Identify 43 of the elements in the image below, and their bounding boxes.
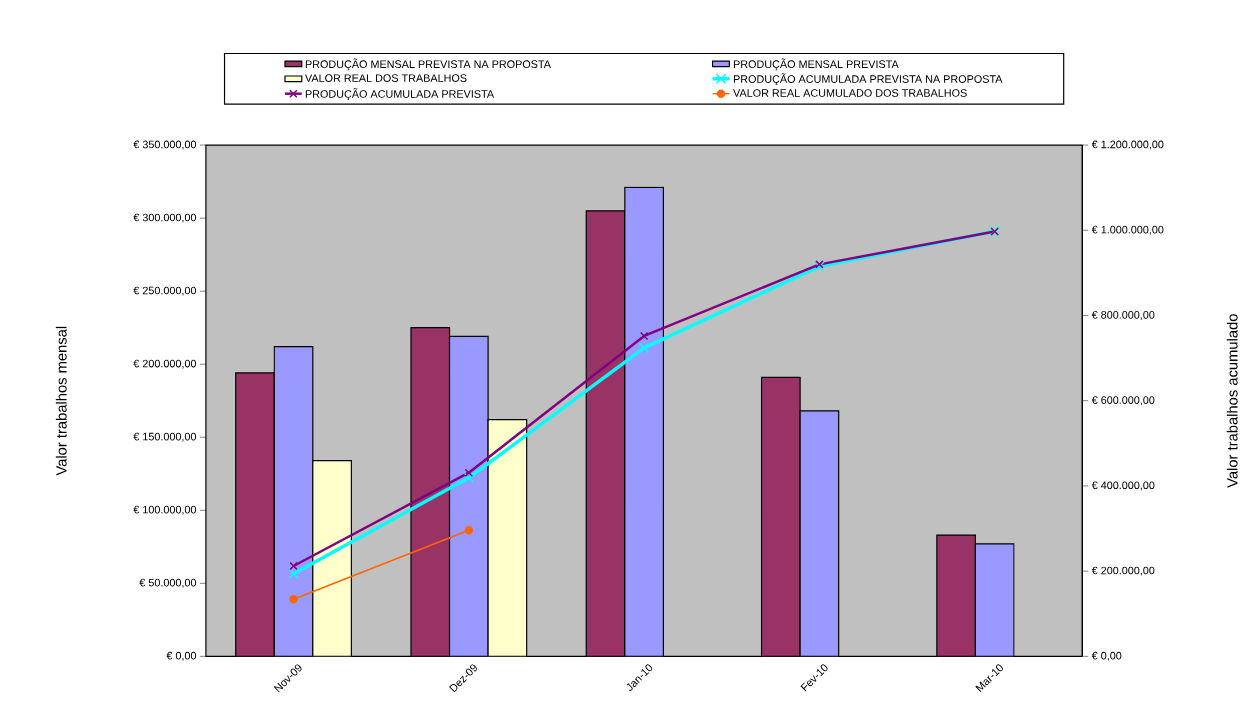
legend-label: PRODUÇÃO ACUMULADA PREVISTA NA PROPOSTA	[733, 73, 1003, 85]
y2-axis-title: Valor trabalhos acumulado	[1226, 313, 1238, 488]
bar	[799, 410, 840, 657]
bar	[235, 372, 275, 657]
point	[639, 331, 649, 340]
y-tick-label: € 100.000,00	[133, 505, 197, 515]
legend-label: PRODUÇÃO ACUMULADA PREVISTA	[305, 88, 495, 100]
y2-tick-label: € 0,00	[1091, 651, 1122, 661]
bar	[624, 186, 664, 657]
y2-tick-label: € 600.000,00	[1091, 396, 1155, 405]
bar	[273, 345, 314, 657]
point	[288, 568, 299, 579]
bar	[410, 326, 451, 657]
legend-label: VALOR REAL DOS TRABALHOS	[305, 74, 467, 82]
point	[464, 468, 474, 477]
y2-tick-label: € 400.000,00	[1091, 481, 1155, 491]
bar	[585, 210, 626, 657]
point	[638, 342, 650, 353]
bar	[312, 459, 352, 657]
y-axis-title: Valor trabalhos mensal	[55, 326, 67, 476]
y-tick-label: € 0,00	[166, 651, 197, 661]
y-tick-label: € 50.000,00	[139, 578, 197, 588]
bar	[487, 418, 528, 657]
y-tick-label: € 200.000,00	[133, 359, 197, 369]
y2-tick-label: € 200.000,00	[1091, 566, 1155, 576]
y-tick-label: € 300.000,00	[133, 213, 197, 223]
point	[289, 594, 298, 604]
bar	[448, 335, 489, 657]
legend-label: VALOR REAL ACUMULADO DOS TRABALHOS	[733, 88, 967, 97]
y2-tick-label: € 1.000.000,00	[1091, 225, 1164, 235]
bar	[760, 376, 801, 657]
point	[289, 561, 298, 571]
point	[464, 525, 474, 535]
y-tick-label: € 150.000,00	[133, 432, 197, 442]
y-tick-label: € 350.000,00	[133, 140, 197, 150]
bar	[974, 543, 1015, 657]
legend-label: PRODUÇÃO MENSAL PREVISTA NA PROPOSTA	[305, 58, 551, 70]
y2-tick-label: € 800.000,00	[1091, 310, 1155, 320]
y2-tick-label: € 1.200.000,00	[1091, 140, 1164, 150]
bar	[936, 534, 976, 657]
legend-label: PRODUÇÃO MENSAL PREVISTA	[733, 58, 899, 70]
point	[463, 472, 475, 483]
y-tick-label: € 250.000,00	[133, 286, 197, 296]
